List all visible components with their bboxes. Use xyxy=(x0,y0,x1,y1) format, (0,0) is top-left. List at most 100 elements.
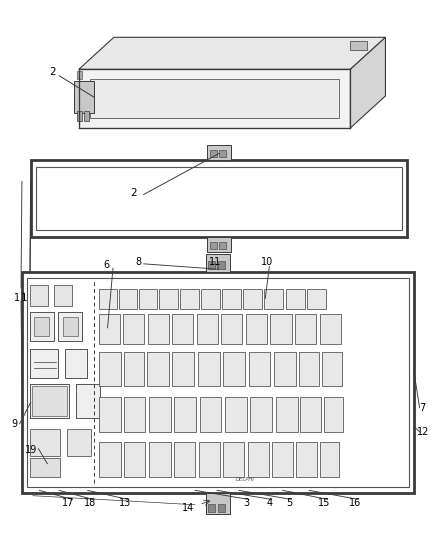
Text: 7: 7 xyxy=(420,403,426,413)
Bar xyxy=(320,442,339,477)
Bar xyxy=(99,314,120,344)
Bar xyxy=(31,160,407,237)
Bar xyxy=(159,289,178,309)
Bar xyxy=(124,352,144,386)
Bar xyxy=(209,150,216,157)
Text: 13: 13 xyxy=(119,498,131,507)
Bar xyxy=(99,442,121,477)
Text: 12: 12 xyxy=(417,427,429,437)
Text: 9: 9 xyxy=(11,419,17,429)
Text: 2: 2 xyxy=(49,67,56,77)
Bar xyxy=(30,458,60,477)
Bar xyxy=(149,397,171,432)
Bar xyxy=(209,242,216,249)
Bar xyxy=(67,429,91,456)
Text: 19: 19 xyxy=(25,446,38,455)
Bar xyxy=(218,504,225,512)
Bar xyxy=(30,429,60,456)
Bar xyxy=(124,442,145,477)
Bar xyxy=(300,397,321,432)
Bar xyxy=(30,384,69,418)
Bar xyxy=(34,317,49,336)
Bar xyxy=(272,442,293,477)
Text: DELPHI: DELPHI xyxy=(236,477,255,482)
Bar xyxy=(271,314,292,344)
Bar xyxy=(27,278,409,487)
Bar xyxy=(32,386,67,416)
Bar xyxy=(265,289,283,309)
Text: 2: 2 xyxy=(130,188,137,198)
Text: 8: 8 xyxy=(135,257,141,267)
Bar xyxy=(295,314,316,344)
Bar xyxy=(147,352,169,386)
Bar xyxy=(248,442,269,477)
Bar xyxy=(219,242,226,249)
Polygon shape xyxy=(350,37,385,128)
Bar xyxy=(119,289,138,309)
Bar xyxy=(99,352,121,386)
Bar xyxy=(79,69,350,128)
Bar xyxy=(148,314,169,344)
Text: 11: 11 xyxy=(208,257,221,267)
Bar xyxy=(350,41,367,50)
Bar xyxy=(206,493,230,514)
Bar xyxy=(30,285,48,306)
Text: 4: 4 xyxy=(266,498,272,507)
Bar xyxy=(74,82,94,114)
Bar xyxy=(249,352,271,386)
Bar xyxy=(30,312,54,341)
Bar xyxy=(197,314,218,344)
Text: 14: 14 xyxy=(182,503,194,513)
Bar xyxy=(246,314,267,344)
Bar xyxy=(174,442,195,477)
Bar xyxy=(222,314,243,344)
Bar xyxy=(77,110,82,122)
Bar xyxy=(208,504,215,512)
Bar xyxy=(218,261,225,269)
Bar xyxy=(65,349,87,378)
Bar xyxy=(173,352,194,386)
Bar xyxy=(276,397,298,432)
Bar xyxy=(274,352,296,386)
Polygon shape xyxy=(79,37,385,69)
Bar xyxy=(286,289,305,309)
Bar xyxy=(58,312,82,341)
Bar xyxy=(124,397,145,432)
Bar xyxy=(63,317,78,336)
Bar xyxy=(307,289,326,309)
Bar xyxy=(199,442,220,477)
Bar xyxy=(124,314,145,344)
Bar xyxy=(206,254,230,272)
Text: 16: 16 xyxy=(349,498,361,507)
Bar xyxy=(99,397,121,432)
Bar xyxy=(296,442,317,477)
Text: 17: 17 xyxy=(62,498,74,507)
Bar xyxy=(139,289,158,309)
Bar xyxy=(36,167,402,230)
Bar xyxy=(54,285,72,306)
Bar xyxy=(99,289,117,309)
Text: 10: 10 xyxy=(261,257,273,267)
Bar xyxy=(219,150,226,157)
Bar xyxy=(173,314,194,344)
Bar xyxy=(84,110,89,122)
Text: 18: 18 xyxy=(84,498,96,507)
Text: 5: 5 xyxy=(286,498,292,507)
Bar xyxy=(244,289,262,309)
Bar xyxy=(174,397,196,432)
Bar xyxy=(223,442,244,477)
Text: 6: 6 xyxy=(103,261,110,270)
Bar xyxy=(149,442,171,477)
Text: 3: 3 xyxy=(244,498,250,507)
Bar xyxy=(223,289,241,309)
Bar xyxy=(180,289,199,309)
Bar xyxy=(200,397,222,432)
Bar xyxy=(201,289,220,309)
Bar xyxy=(22,272,414,493)
Bar xyxy=(225,397,247,432)
Bar xyxy=(320,314,341,344)
Bar xyxy=(322,352,342,386)
Bar xyxy=(30,349,58,378)
Bar xyxy=(76,384,100,418)
Bar xyxy=(251,397,272,432)
